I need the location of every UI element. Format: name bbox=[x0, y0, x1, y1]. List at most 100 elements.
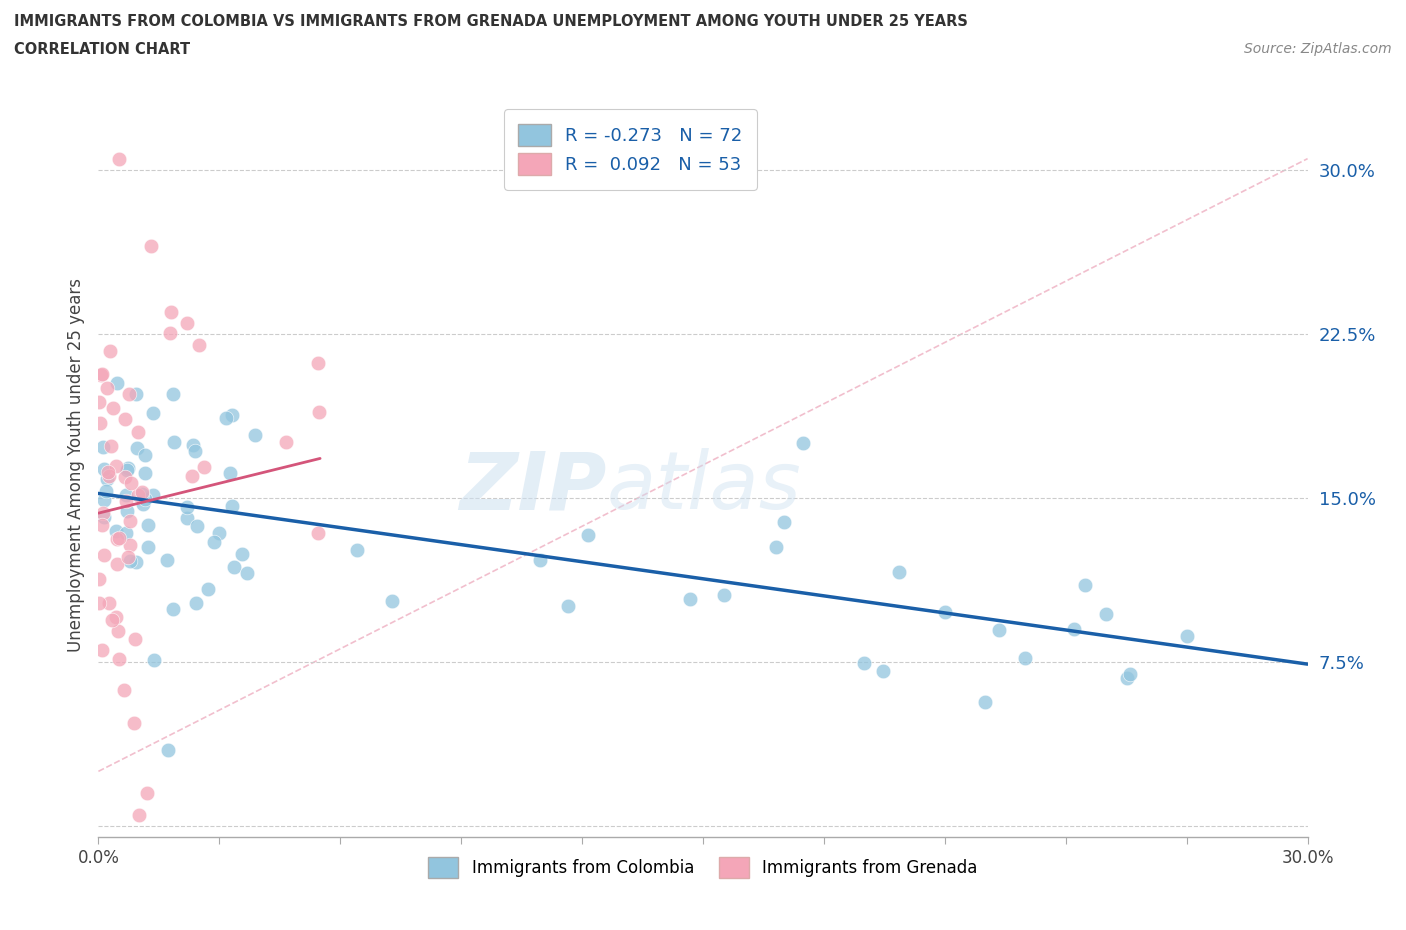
Y-axis label: Unemployment Among Youth under 25 years: Unemployment Among Youth under 25 years bbox=[66, 278, 84, 652]
Point bbox=[117, 550, 139, 565]
Point bbox=[872, 664, 894, 679]
Point bbox=[193, 459, 215, 474]
Point bbox=[87, 394, 110, 409]
Point bbox=[1074, 578, 1097, 592]
Point bbox=[118, 538, 141, 552]
Point bbox=[127, 487, 149, 502]
Point bbox=[219, 466, 242, 481]
Point bbox=[772, 514, 794, 529]
Point bbox=[221, 407, 243, 422]
Point bbox=[118, 386, 141, 401]
Point bbox=[176, 511, 198, 525]
Point bbox=[274, 435, 297, 450]
Point bbox=[96, 380, 118, 395]
Point bbox=[124, 632, 146, 647]
Point bbox=[91, 506, 114, 521]
Point bbox=[93, 462, 115, 477]
Point bbox=[160, 304, 183, 319]
Point bbox=[308, 405, 330, 419]
Point bbox=[131, 485, 153, 499]
Point bbox=[107, 624, 129, 639]
Point bbox=[128, 807, 150, 822]
Point bbox=[142, 405, 165, 420]
Point bbox=[557, 598, 579, 613]
Point bbox=[1116, 671, 1139, 685]
Point bbox=[105, 458, 128, 473]
Text: atlas: atlas bbox=[606, 448, 801, 526]
Point bbox=[156, 743, 179, 758]
Point bbox=[208, 525, 231, 540]
Point bbox=[188, 338, 211, 352]
Point bbox=[142, 487, 165, 502]
Text: Source: ZipAtlas.com: Source: ZipAtlas.com bbox=[1244, 42, 1392, 56]
Point bbox=[887, 565, 910, 579]
Point bbox=[107, 531, 129, 546]
Point bbox=[163, 434, 186, 449]
Point bbox=[184, 596, 207, 611]
Point bbox=[98, 469, 121, 484]
Point bbox=[988, 622, 1011, 637]
Point bbox=[101, 400, 124, 415]
Point bbox=[87, 595, 110, 610]
Point bbox=[112, 683, 135, 698]
Point bbox=[125, 554, 148, 569]
Point bbox=[853, 656, 876, 671]
Point bbox=[243, 427, 266, 442]
Point bbox=[529, 552, 551, 567]
Point bbox=[307, 525, 329, 540]
Point bbox=[100, 439, 122, 454]
Point bbox=[105, 376, 128, 391]
Point bbox=[236, 565, 259, 580]
Point bbox=[1175, 629, 1198, 644]
Point bbox=[125, 387, 148, 402]
Point bbox=[115, 525, 138, 540]
Point bbox=[765, 539, 787, 554]
Point bbox=[127, 440, 149, 455]
Point bbox=[118, 513, 141, 528]
Point bbox=[792, 436, 814, 451]
Text: CORRELATION CHART: CORRELATION CHART bbox=[14, 42, 190, 57]
Point bbox=[934, 604, 956, 619]
Point bbox=[115, 487, 138, 502]
Point bbox=[89, 416, 111, 431]
Point bbox=[115, 463, 138, 478]
Point bbox=[93, 547, 115, 562]
Point bbox=[115, 504, 138, 519]
Point bbox=[159, 326, 181, 340]
Point bbox=[87, 572, 110, 587]
Point bbox=[346, 543, 368, 558]
Point bbox=[134, 491, 156, 506]
Point bbox=[307, 355, 329, 370]
Point bbox=[90, 517, 112, 532]
Point bbox=[96, 484, 118, 498]
Point bbox=[713, 588, 735, 603]
Point bbox=[221, 498, 243, 513]
Point bbox=[98, 343, 121, 358]
Point bbox=[136, 518, 159, 533]
Point bbox=[93, 493, 115, 508]
Point bbox=[120, 475, 142, 490]
Point bbox=[98, 595, 121, 610]
Point bbox=[184, 444, 207, 458]
Point bbox=[679, 591, 702, 606]
Point bbox=[215, 411, 238, 426]
Point bbox=[108, 531, 131, 546]
Point bbox=[120, 553, 142, 568]
Point bbox=[197, 581, 219, 596]
Point bbox=[104, 609, 127, 624]
Point bbox=[96, 472, 118, 486]
Point bbox=[186, 518, 208, 533]
Point bbox=[181, 469, 204, 484]
Point bbox=[222, 559, 245, 574]
Point bbox=[1119, 667, 1142, 682]
Point bbox=[108, 652, 131, 667]
Point bbox=[90, 367, 112, 382]
Point bbox=[1014, 651, 1036, 666]
Point bbox=[162, 602, 184, 617]
Point bbox=[127, 424, 149, 439]
Point bbox=[162, 387, 184, 402]
Point bbox=[381, 593, 404, 608]
Point bbox=[105, 524, 128, 538]
Point bbox=[122, 716, 145, 731]
Point bbox=[231, 547, 253, 562]
